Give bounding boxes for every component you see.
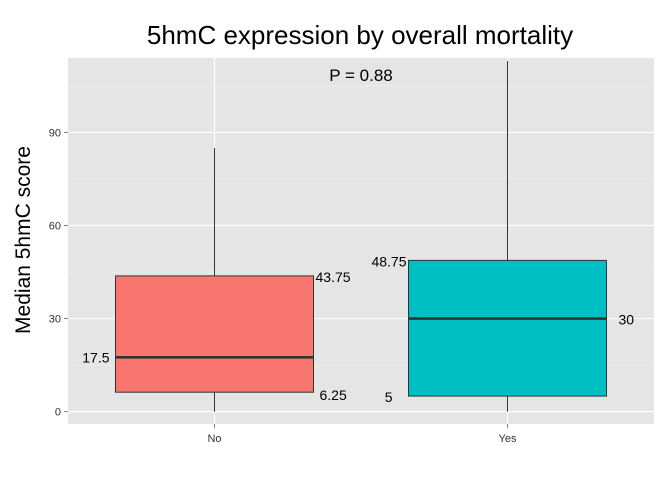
y-tick-label: 60 [49, 220, 61, 232]
y-axis-label: Median 5hmC score [12, 146, 35, 334]
x-tick-label: No [207, 433, 221, 445]
plot-area: 0 30 60 90 No Yes 17.5 43.75 6.25 48.75 30 5 P = 0.8… [49, 58, 654, 445]
y-tick-label: 90 [49, 127, 61, 139]
q1-label-yes: 5 [385, 389, 393, 405]
q3-label-yes: 48.75 [371, 253, 406, 269]
q3-label-no: 43.75 [316, 269, 351, 285]
box-no [115, 275, 314, 393]
median-label-no: 17.5 [82, 349, 109, 365]
q1-label-no: 6.25 [320, 387, 347, 403]
y-tick-label: 30 [49, 314, 61, 326]
x-tick-label: Yes [499, 433, 517, 445]
y-tick-label: 0 [55, 407, 61, 419]
box-yes [408, 259, 607, 397]
median-label-yes: 30 [619, 312, 635, 328]
p-value-annotation: P = 0.88 [329, 66, 393, 85]
chart-title: 5hmC expression by overall mortality [147, 20, 573, 50]
